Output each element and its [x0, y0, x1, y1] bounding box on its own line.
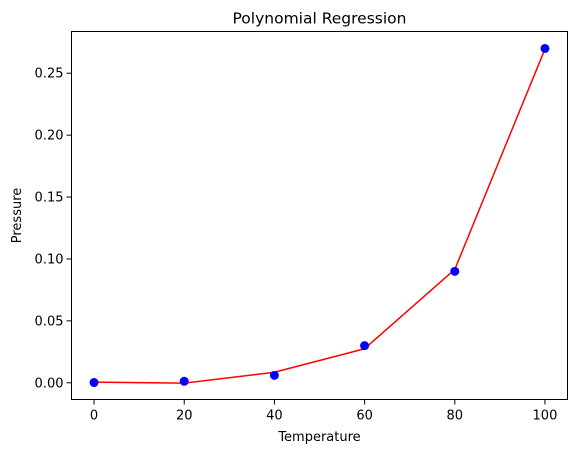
- plot-frame: [71, 31, 568, 400]
- x-tick-label: 80: [446, 409, 463, 424]
- y-axis: 0.00 0.05 0.10 0.15 0.20 0.25: [35, 67, 72, 391]
- data-point: [360, 341, 370, 351]
- y-tick-label: 0.10: [35, 252, 64, 267]
- y-tick-label: 0.25: [35, 67, 64, 82]
- y-tick-label: 0.15: [35, 191, 64, 206]
- x-tick-label: 40: [266, 409, 283, 424]
- x-tick-label: 20: [176, 409, 193, 424]
- x-tick-label: 100: [533, 409, 558, 424]
- x-axis-label: Temperature: [277, 430, 360, 445]
- y-tick-label: 0.05: [35, 314, 64, 329]
- chart-title: Polynomial Regression: [233, 10, 407, 28]
- x-tick-label: 60: [356, 409, 373, 424]
- data-point: [450, 266, 460, 276]
- data-point: [89, 378, 99, 388]
- data-point: [540, 43, 550, 53]
- x-tick-label: 0: [90, 409, 98, 424]
- regression-line: [94, 48, 546, 384]
- data-point: [269, 370, 279, 380]
- y-tick-label: 0.00: [35, 376, 64, 391]
- y-tick-label: 0.20: [35, 129, 64, 144]
- x-axis: 0 20 40 60 80 100: [90, 399, 558, 424]
- y-axis-label: Pressure: [10, 188, 25, 244]
- data-point: [179, 376, 189, 386]
- plot-area: [89, 43, 550, 388]
